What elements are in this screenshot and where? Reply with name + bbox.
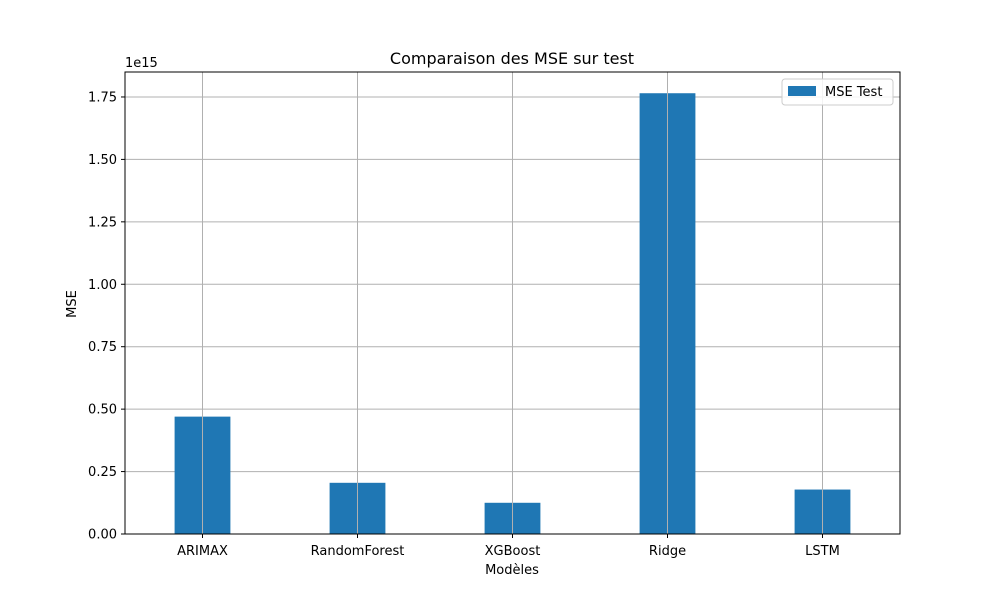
y-tick-label: 0.25 xyxy=(88,465,117,480)
legend-label: MSE Test xyxy=(825,85,882,100)
y-tick-label: 0.50 xyxy=(88,403,117,418)
legend-box xyxy=(781,78,894,106)
y-tick-label: 0.75 xyxy=(88,340,117,355)
y-tick-label: 0.00 xyxy=(88,528,117,543)
y-offset-label: 1e15 xyxy=(125,56,158,71)
x-tick-label: Ridge xyxy=(649,544,686,559)
x-tick-label: LSTM xyxy=(805,544,840,559)
y-tick-label: 1.75 xyxy=(88,90,117,105)
y-ticks: 0.00 0.25 0.50 0.75 1.00 1.25 1.50 1.75 xyxy=(88,90,125,543)
legend-swatch xyxy=(788,86,816,96)
x-axis-label: Modèles xyxy=(485,563,539,578)
vertical-grid-lines xyxy=(202,72,823,534)
legend: MSE Test xyxy=(781,78,894,106)
x-ticks: ARIMAX RandomForest XGBoost Ridge LSTM xyxy=(177,534,840,559)
x-tick-label: RandomForest xyxy=(311,544,405,559)
y-tick-label: 1.00 xyxy=(88,278,117,293)
chart-title: Comparaison des MSE sur test xyxy=(390,49,634,68)
y-tick-label: 1.50 xyxy=(88,153,117,168)
x-tick-label: ARIMAX xyxy=(177,544,228,559)
x-tick-label: XGBoost xyxy=(485,544,541,559)
y-axis-label: MSE xyxy=(65,290,80,318)
y-tick-label: 1.25 xyxy=(88,215,117,230)
